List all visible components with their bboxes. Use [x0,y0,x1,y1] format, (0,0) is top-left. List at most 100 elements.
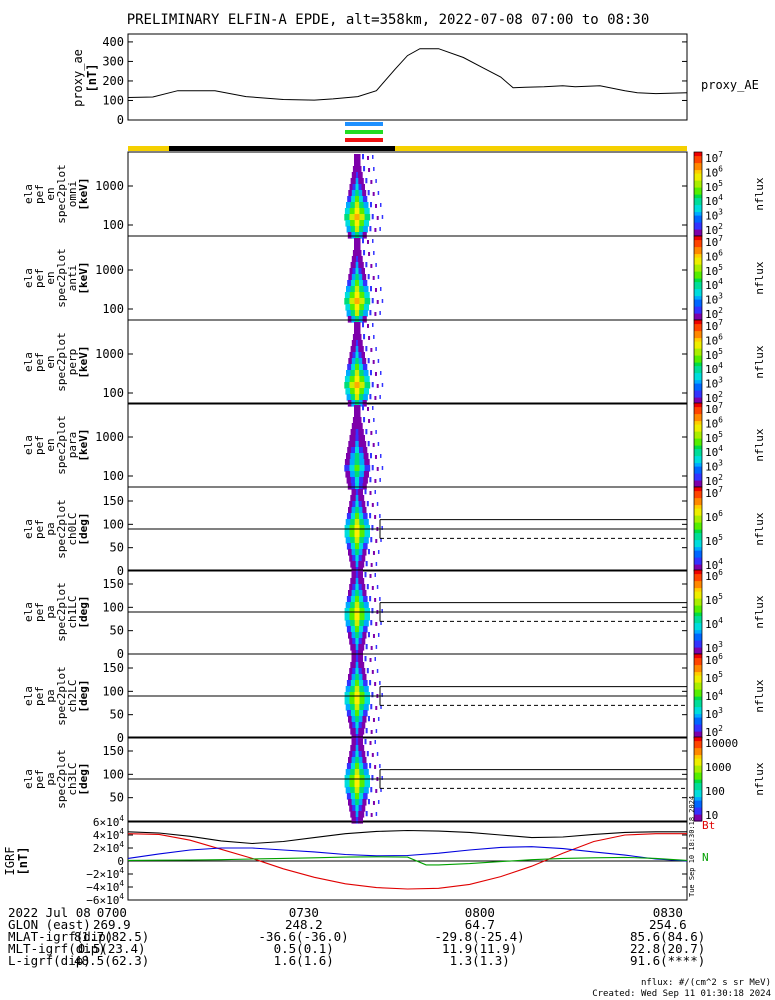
spectrogram-cell [353,811,357,818]
colorbar-swatch [694,427,702,432]
spectrogram-cell [367,407,369,411]
spectrogram-cell [351,340,355,347]
spectrogram-cell [375,812,378,816]
spectrogram-cell [370,813,373,817]
indicator-blue [345,122,383,126]
spectrogram-cell [350,626,356,633]
igrf-series-line [127,856,688,866]
igrf-series-line [127,829,687,845]
spectrogram-cell [362,632,367,639]
spectrogram-cell [353,256,357,263]
spectrogram-cell [355,793,360,800]
spectrogram-cell [348,358,353,365]
colorbar-swatch [694,274,702,279]
spectrogram-cell [375,789,378,793]
spectrogram-cell [369,574,372,578]
spectrogram-cell [350,763,356,770]
colorbar-swatch [694,636,702,641]
spectrogram-cell [348,674,353,681]
spectrogram-cell [369,202,372,208]
colorbar-swatch [694,515,702,520]
spectrogram-cell [353,728,357,735]
spectrogram-cell [380,621,382,625]
spectrogram-cell [355,668,359,675]
igrf-series-line [127,846,688,862]
colorbar-swatch [694,591,702,596]
ephemeris-row-label: MLAT-igrf(dip) [8,929,114,944]
spectrogram-cell [350,519,356,526]
colorbar-swatch [694,204,702,209]
spectrogram-cell [350,304,356,311]
spectrogram-cell [367,632,370,638]
igrf-ytick-label: −4×104 [86,879,124,894]
colorbar-swatch [694,459,702,464]
spectrogram-cell [361,728,365,735]
spectrogram-cell [355,757,360,764]
spectrogram-cell [352,722,356,729]
spectrogram-cell [354,214,361,221]
spectrogram-cell [369,286,372,292]
colorbar-tick-label: 105 [705,430,723,445]
spectrogram-cell [359,417,362,424]
ephemeris-row-label: 2022 Jul 08 [8,905,91,920]
colorbar-tick-label: 105 [705,533,723,548]
panel-label-line: ch0LC [66,512,79,545]
spectrogram-cell [372,801,375,805]
spectrogram-cell [371,214,374,220]
colorbar-swatch [694,173,702,178]
colorbar-swatch [694,580,702,585]
spectrogram-cell [351,489,355,496]
colorbar-swatch [694,550,702,555]
spectrogram-cell [347,316,352,323]
spectrogram-cell [358,507,363,514]
panel-label-line: ch3LC [66,762,79,795]
spectrogram-cell [381,609,383,613]
spectrogram-cell [358,244,361,251]
spectrogram-cell [344,292,351,299]
spectrogram-cell [363,166,366,172]
spectrogram-cell [364,489,367,495]
spectrogram-cell [350,602,356,609]
ytick-label: 100 [102,386,124,400]
spectrogram-cell [350,453,356,460]
spectrogram-cell [369,491,372,495]
spectrogram-cell [358,590,363,597]
colorbar-swatch [694,710,702,715]
ytick-label: 100 [102,767,124,781]
spectrogram-cell [351,423,355,430]
spectrogram-cell [347,196,352,203]
spectrogram-cell [361,584,366,591]
ytick-label: 0 [117,564,124,578]
panel-label-line: spec2plot [55,332,68,392]
spectrogram-cell [358,262,362,269]
spectrogram-cell [359,226,364,233]
colorbar-tick-label: 106 [705,164,723,179]
spectrogram-cell [359,680,364,687]
spectrogram-cell [355,650,359,657]
panel-frame [127,319,688,405]
spectrogram-cell [350,310,356,317]
spectrogram-cell [350,471,356,478]
colorbar-swatch [694,525,702,530]
colorbar-swatch [694,355,702,360]
panel-label-line: en [44,355,57,368]
panel-label-line: spec2plot [55,164,68,224]
spectrogram-cell [344,465,350,472]
spectrogram-cell [375,706,378,710]
spectrogram-cell [355,316,360,323]
spectrogram-cell [349,268,353,275]
colorbar-swatch [694,744,702,749]
spectrogram-cell [360,429,364,436]
spectrogram-cell [355,262,359,269]
igrf-ytick-label: −6×104 [86,892,124,907]
spectrogram-cell [358,441,363,448]
spectrogram-cell [351,172,355,179]
spectrogram-cell [354,160,356,167]
spectrogram-cell [355,447,360,454]
igrf-ylabel: IGRF [3,847,17,876]
ytick-label: 150 [102,577,124,591]
spectrogram-cell [361,811,365,818]
